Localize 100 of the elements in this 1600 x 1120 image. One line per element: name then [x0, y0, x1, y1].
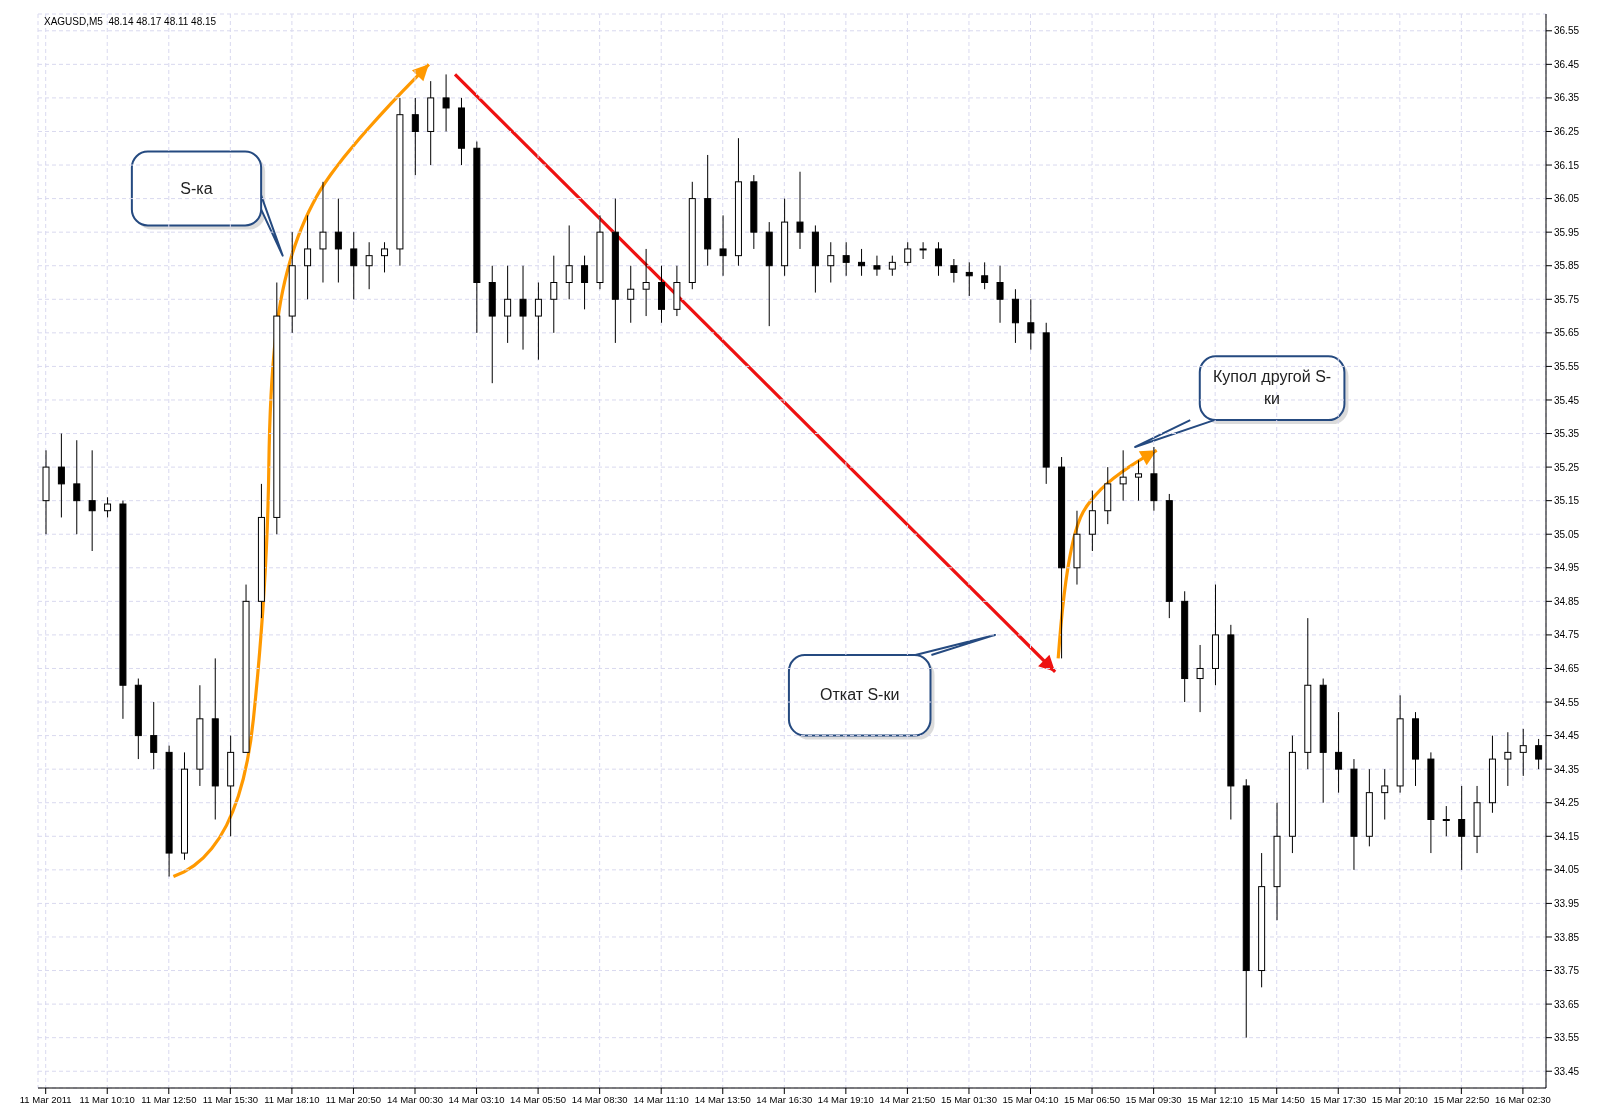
candlestick: [1519, 728, 1527, 777]
candlestick: [104, 496, 112, 518]
candlestick: [581, 255, 589, 310]
candlestick: [1011, 288, 1019, 344]
y-tick-label: 35.05: [1554, 528, 1580, 540]
x-tick-label: 11 Mar 20:50: [325, 1093, 382, 1105]
x-tick-label: 15 Mar 22:50: [1433, 1093, 1490, 1105]
candlestick: [1027, 298, 1035, 351]
candlestick: [642, 248, 650, 317]
candlestick: [88, 449, 96, 552]
x-tick-label: 11 Mar 15:30: [202, 1093, 258, 1105]
candlestick: [1088, 490, 1096, 552]
y-tick-label: 33.85: [1554, 931, 1580, 943]
candlestick: [1335, 711, 1343, 794]
candlestick: [996, 265, 1004, 324]
y-tick-label: 34.25: [1554, 797, 1580, 809]
candlestick: [1504, 731, 1512, 787]
x-tick-label: 11 Mar 2011: [19, 1093, 72, 1105]
x-tick-label: 14 Mar 13:50: [694, 1093, 751, 1105]
y-tick-label: 33.45: [1554, 1065, 1580, 1077]
y-tick-label: 34.35: [1554, 763, 1580, 775]
candlestick: [981, 261, 989, 290]
candlestick: [304, 214, 312, 300]
y-tick-label: 35.75: [1554, 293, 1580, 305]
candlestick: [919, 241, 927, 260]
y-tick-label: 33.95: [1554, 897, 1580, 909]
x-tick-label: 15 Mar 17:30: [1310, 1093, 1367, 1105]
candlestick: [842, 241, 850, 277]
x-tick-label: 14 Mar 11:10: [633, 1093, 689, 1105]
candlestick: [1442, 805, 1450, 837]
candlestick: [73, 439, 81, 535]
y-tick-label: 36.25: [1554, 126, 1580, 138]
x-tick-label: 15 Mar 20:10: [1371, 1093, 1428, 1105]
y-tick-label: 34.95: [1554, 562, 1580, 574]
candlestick: [350, 231, 358, 300]
x-tick-label: 16 Mar 02:30: [1494, 1093, 1551, 1105]
candlestick: [1119, 449, 1127, 502]
y-tick-label: 34.85: [1554, 595, 1580, 607]
candlestick: [1135, 459, 1143, 502]
candlestick: [904, 241, 912, 267]
y-tick-label: 34.05: [1554, 864, 1580, 876]
y-tick-label: 35.65: [1554, 327, 1580, 339]
x-tick-label: 15 Mar 14:50: [1248, 1093, 1305, 1105]
candlestick: [550, 255, 558, 334]
x-tick-label: 15 Mar 06:50: [1064, 1093, 1121, 1105]
y-tick-label: 35.35: [1554, 428, 1580, 440]
annotation: S-ка: [179, 178, 214, 199]
candlestick: [965, 261, 973, 297]
annotation: Откат S-ки: [819, 685, 901, 706]
candlestick: [504, 265, 512, 344]
y-tick-label: 34.15: [1554, 830, 1580, 842]
candlestick: [411, 97, 419, 176]
y-tick-label: 36.55: [1554, 25, 1580, 37]
x-tick-label: 14 Mar 08:30: [571, 1093, 628, 1105]
y-tick-label: 33.75: [1554, 965, 1580, 977]
x-tick-label: 15 Mar 04:10: [1002, 1093, 1059, 1105]
y-tick-label: 34.75: [1554, 629, 1580, 641]
x-tick-label: 14 Mar 21:50: [879, 1093, 936, 1105]
candlestick: [796, 171, 804, 250]
candlestick: [1196, 644, 1204, 713]
x-tick-label: 15 Mar 01:30: [940, 1093, 997, 1105]
y-tick-label: 35.55: [1554, 360, 1580, 372]
y-tick-label: 35.45: [1554, 394, 1580, 406]
candlestick: [319, 181, 327, 283]
x-tick-label: 15 Mar 12:10: [1187, 1093, 1244, 1105]
y-tick-label: 34.55: [1554, 696, 1580, 708]
y-tick-label: 36.35: [1554, 92, 1580, 104]
candlestick: [1458, 785, 1466, 871]
y-tick-label: 36.05: [1554, 193, 1580, 205]
y-tick-label: 36.45: [1554, 58, 1580, 70]
candlestick: [627, 265, 635, 324]
candlestick: [365, 241, 373, 290]
y-tick-label: 35.95: [1554, 226, 1580, 238]
y-tick-label: 33.65: [1554, 998, 1580, 1010]
x-tick-label: 11 Mar 10:10: [79, 1093, 135, 1105]
x-tick-label: 11 Mar 12:50: [141, 1093, 197, 1105]
candlestick: [519, 265, 527, 351]
candlestick: [442, 73, 450, 132]
x-tick-label: 14 Mar 19:10: [817, 1093, 874, 1105]
candlestick: [1535, 738, 1543, 770]
chart-title: XAGUSD,M5 48.14 48.17 48.11 48.15: [44, 16, 217, 27]
candlestick: [934, 241, 942, 277]
y-tick-label: 34.65: [1554, 663, 1580, 675]
x-tick-label: 11 Mar 18:10: [264, 1093, 320, 1105]
candlestick: [565, 224, 573, 300]
y-tick-label: 35.15: [1554, 495, 1580, 507]
candlestick: [873, 255, 881, 277]
candlestick: [888, 255, 896, 277]
candlestick: [381, 241, 389, 273]
x-tick-label: 14 Mar 16:30: [756, 1093, 813, 1105]
x-tick-label: 14 Mar 00:30: [387, 1093, 443, 1105]
annotation: Купол другой S-ки: [1212, 367, 1333, 410]
y-tick-label: 35.25: [1554, 461, 1580, 473]
candlestick: [534, 282, 542, 361]
candlestick: [950, 258, 958, 283]
y-tick-label: 35.85: [1554, 260, 1580, 272]
y-tick-label: 36.15: [1554, 159, 1580, 171]
candlestick: [334, 198, 342, 283]
y-tick-label: 33.55: [1554, 1032, 1580, 1044]
candlestick: [719, 214, 727, 277]
